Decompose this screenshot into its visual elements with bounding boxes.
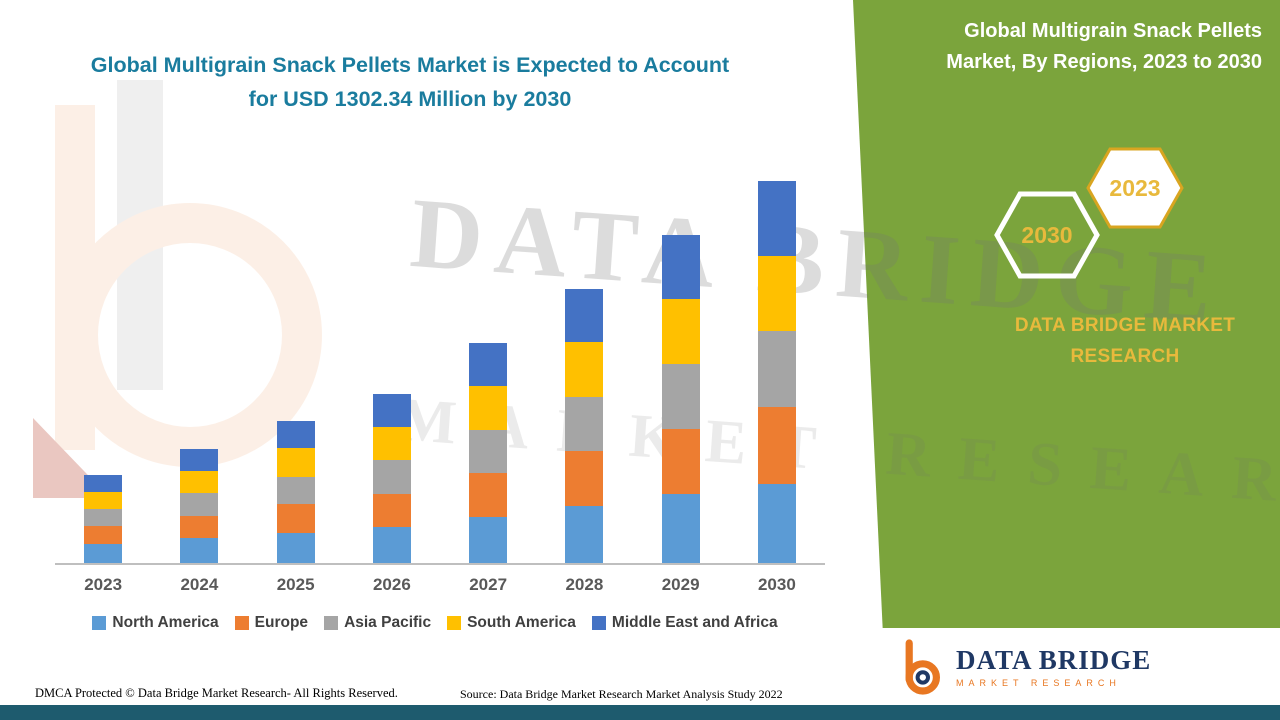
legend-item-north-america: North America: [92, 614, 219, 632]
dmca-notice: DMCA Protected © Data Bridge Market Rese…: [35, 686, 398, 700]
legend-swatch: [447, 616, 462, 630]
bar-segment-2025-europe: [276, 504, 315, 533]
bar-segment-2023-middle-east-and-africa: [84, 475, 123, 492]
bar-2025: [276, 421, 315, 563]
data-bridge-logo-icon: [905, 638, 940, 695]
bar-segment-2024-south-america: [180, 470, 219, 494]
bar-segment-2027-north-america: [469, 516, 508, 563]
bar-2023: [84, 475, 123, 563]
bar-segment-2026-asia-pacific: [372, 460, 411, 494]
bar-segment-2025-south-america: [276, 448, 315, 477]
bar-segment-2025-middle-east-and-africa: [276, 421, 315, 449]
bar-segment-2029-middle-east-and-africa: [661, 235, 700, 300]
x-axis-label-2029: 2029: [661, 575, 700, 594]
bar-segment-2029-north-america: [661, 494, 700, 563]
bar-segment-2028-middle-east-and-africa: [565, 289, 604, 343]
legend-label: Europe: [254, 614, 309, 631]
legend-swatch: [234, 616, 249, 630]
bottom-strip: [0, 705, 1280, 720]
bar-segment-2026-europe: [372, 493, 411, 528]
bar-segment-2024-middle-east-and-africa: [180, 448, 219, 471]
brand-text: DATA BRIDGE MARKET RESEARCH: [975, 310, 1275, 372]
bar-segment-2024-north-america: [180, 538, 219, 563]
bar-segment-2026-south-america: [372, 426, 411, 461]
bar-segment-2028-europe: [565, 450, 604, 506]
bar-segment-2030-middle-east-and-africa: [757, 181, 796, 257]
plot-area: [55, 170, 825, 565]
brand-line2: RESEARCH: [1070, 346, 1180, 367]
bar-segment-2023-south-america: [84, 491, 123, 510]
hexagon-2023-label: 2023: [1109, 175, 1160, 201]
bar-segment-2023-north-america: [84, 543, 123, 563]
bar-segment-2024-europe: [180, 515, 219, 539]
source-note: Source: Data Bridge Market Research Mark…: [460, 687, 783, 701]
page-title-line2: for USD 1302.34 Million by 2030: [248, 87, 572, 111]
bar-2024: [180, 448, 219, 563]
bar-segment-2028-south-america: [565, 342, 604, 397]
bar-segment-2030-asia-pacific: [757, 331, 796, 407]
logo-name: DATA BRIDGE: [956, 645, 1152, 675]
bar-2027: [469, 343, 508, 563]
bar-segment-2028-asia-pacific: [565, 396, 604, 451]
bar-segment-2028-north-america: [565, 505, 604, 563]
legend-swatch: [591, 616, 606, 630]
legend-item-middle-east-and-africa: Middle East and Africa: [591, 614, 778, 632]
x-axis-labels: 2023 2024 2025 2026 2027 2028 2029 2030: [55, 575, 825, 595]
logo-tagline: MARKET RESEARCH: [956, 678, 1121, 688]
legend-label: South America: [467, 614, 576, 631]
bar-segment-2025-north-america: [276, 532, 315, 563]
x-axis-label-2024: 2024: [180, 575, 219, 594]
x-axis-label-2025: 2025: [276, 575, 315, 594]
bar-segment-2030-europe: [757, 406, 796, 484]
bar-2030: [757, 181, 796, 563]
legend-item-south-america: South America: [447, 614, 576, 632]
legend-item-europe: Europe: [234, 614, 309, 632]
bar-segment-2027-south-america: [469, 385, 508, 430]
hexagon-2030-label: 2030: [1021, 222, 1072, 248]
brand-line1: DATA BRIDGE MARKET: [1014, 315, 1236, 336]
legend-swatch: [324, 616, 339, 630]
legend-label: North America: [112, 614, 219, 631]
bar-segment-2027-asia-pacific: [469, 429, 508, 473]
legend: North America Europe Asia Pacific South Ame…: [40, 614, 830, 632]
hexagon-2023: 2023: [1086, 147, 1184, 229]
bar-segment-2023-europe: [84, 526, 123, 544]
logo-text: DATA BRIDGE MARKET RESEARCH: [956, 645, 1151, 688]
bar-segment-2029-europe: [661, 428, 700, 495]
legend-label: Asia Pacific: [344, 614, 432, 631]
hexagon-2030: 2030: [994, 191, 1100, 279]
bar-segment-2029-south-america: [661, 299, 700, 365]
legend-label: Middle East and Africa: [611, 614, 778, 631]
legend-item-asia-pacific: Asia Pacific: [324, 614, 431, 632]
bar-segment-2029-asia-pacific: [661, 364, 700, 429]
bar-segment-2026-north-america: [372, 527, 411, 563]
bar-segment-2026-middle-east-and-africa: [372, 394, 411, 427]
page-title-line1: Global Multigrain Snack Pellets Market i…: [90, 53, 730, 77]
bar-segment-2024-asia-pacific: [180, 493, 219, 516]
legend-swatch: [92, 616, 107, 630]
x-axis-label-2030: 2030: [757, 575, 796, 594]
page-title: Global Multigrain Snack Pellets Market i…: [40, 48, 780, 116]
x-axis-label-2028: 2028: [565, 575, 604, 594]
bar-segment-2025-asia-pacific: [276, 476, 315, 505]
x-axis-label-2026: 2026: [372, 575, 411, 594]
bar-2028: [565, 289, 604, 563]
bar-segment-2030-north-america: [757, 483, 796, 563]
right-panel-title: Global Multigrain Snack Pellets Market, …: [946, 20, 1262, 73]
x-axis-label-2023: 2023: [84, 575, 123, 594]
bar-2026: [372, 394, 411, 563]
bar-2029: [661, 235, 700, 563]
bar-segment-2030-south-america: [757, 256, 796, 332]
bar-segment-2023-asia-pacific: [84, 509, 123, 527]
logo-area: DATA BRIDGE MARKET RESEARCH: [880, 628, 1280, 705]
bar-segment-2027-middle-east-and-africa: [469, 343, 508, 386]
x-axis-label-2027: 2027: [469, 575, 508, 594]
right-panel-background: [853, 0, 1280, 720]
bar-segment-2027-europe: [469, 472, 508, 517]
